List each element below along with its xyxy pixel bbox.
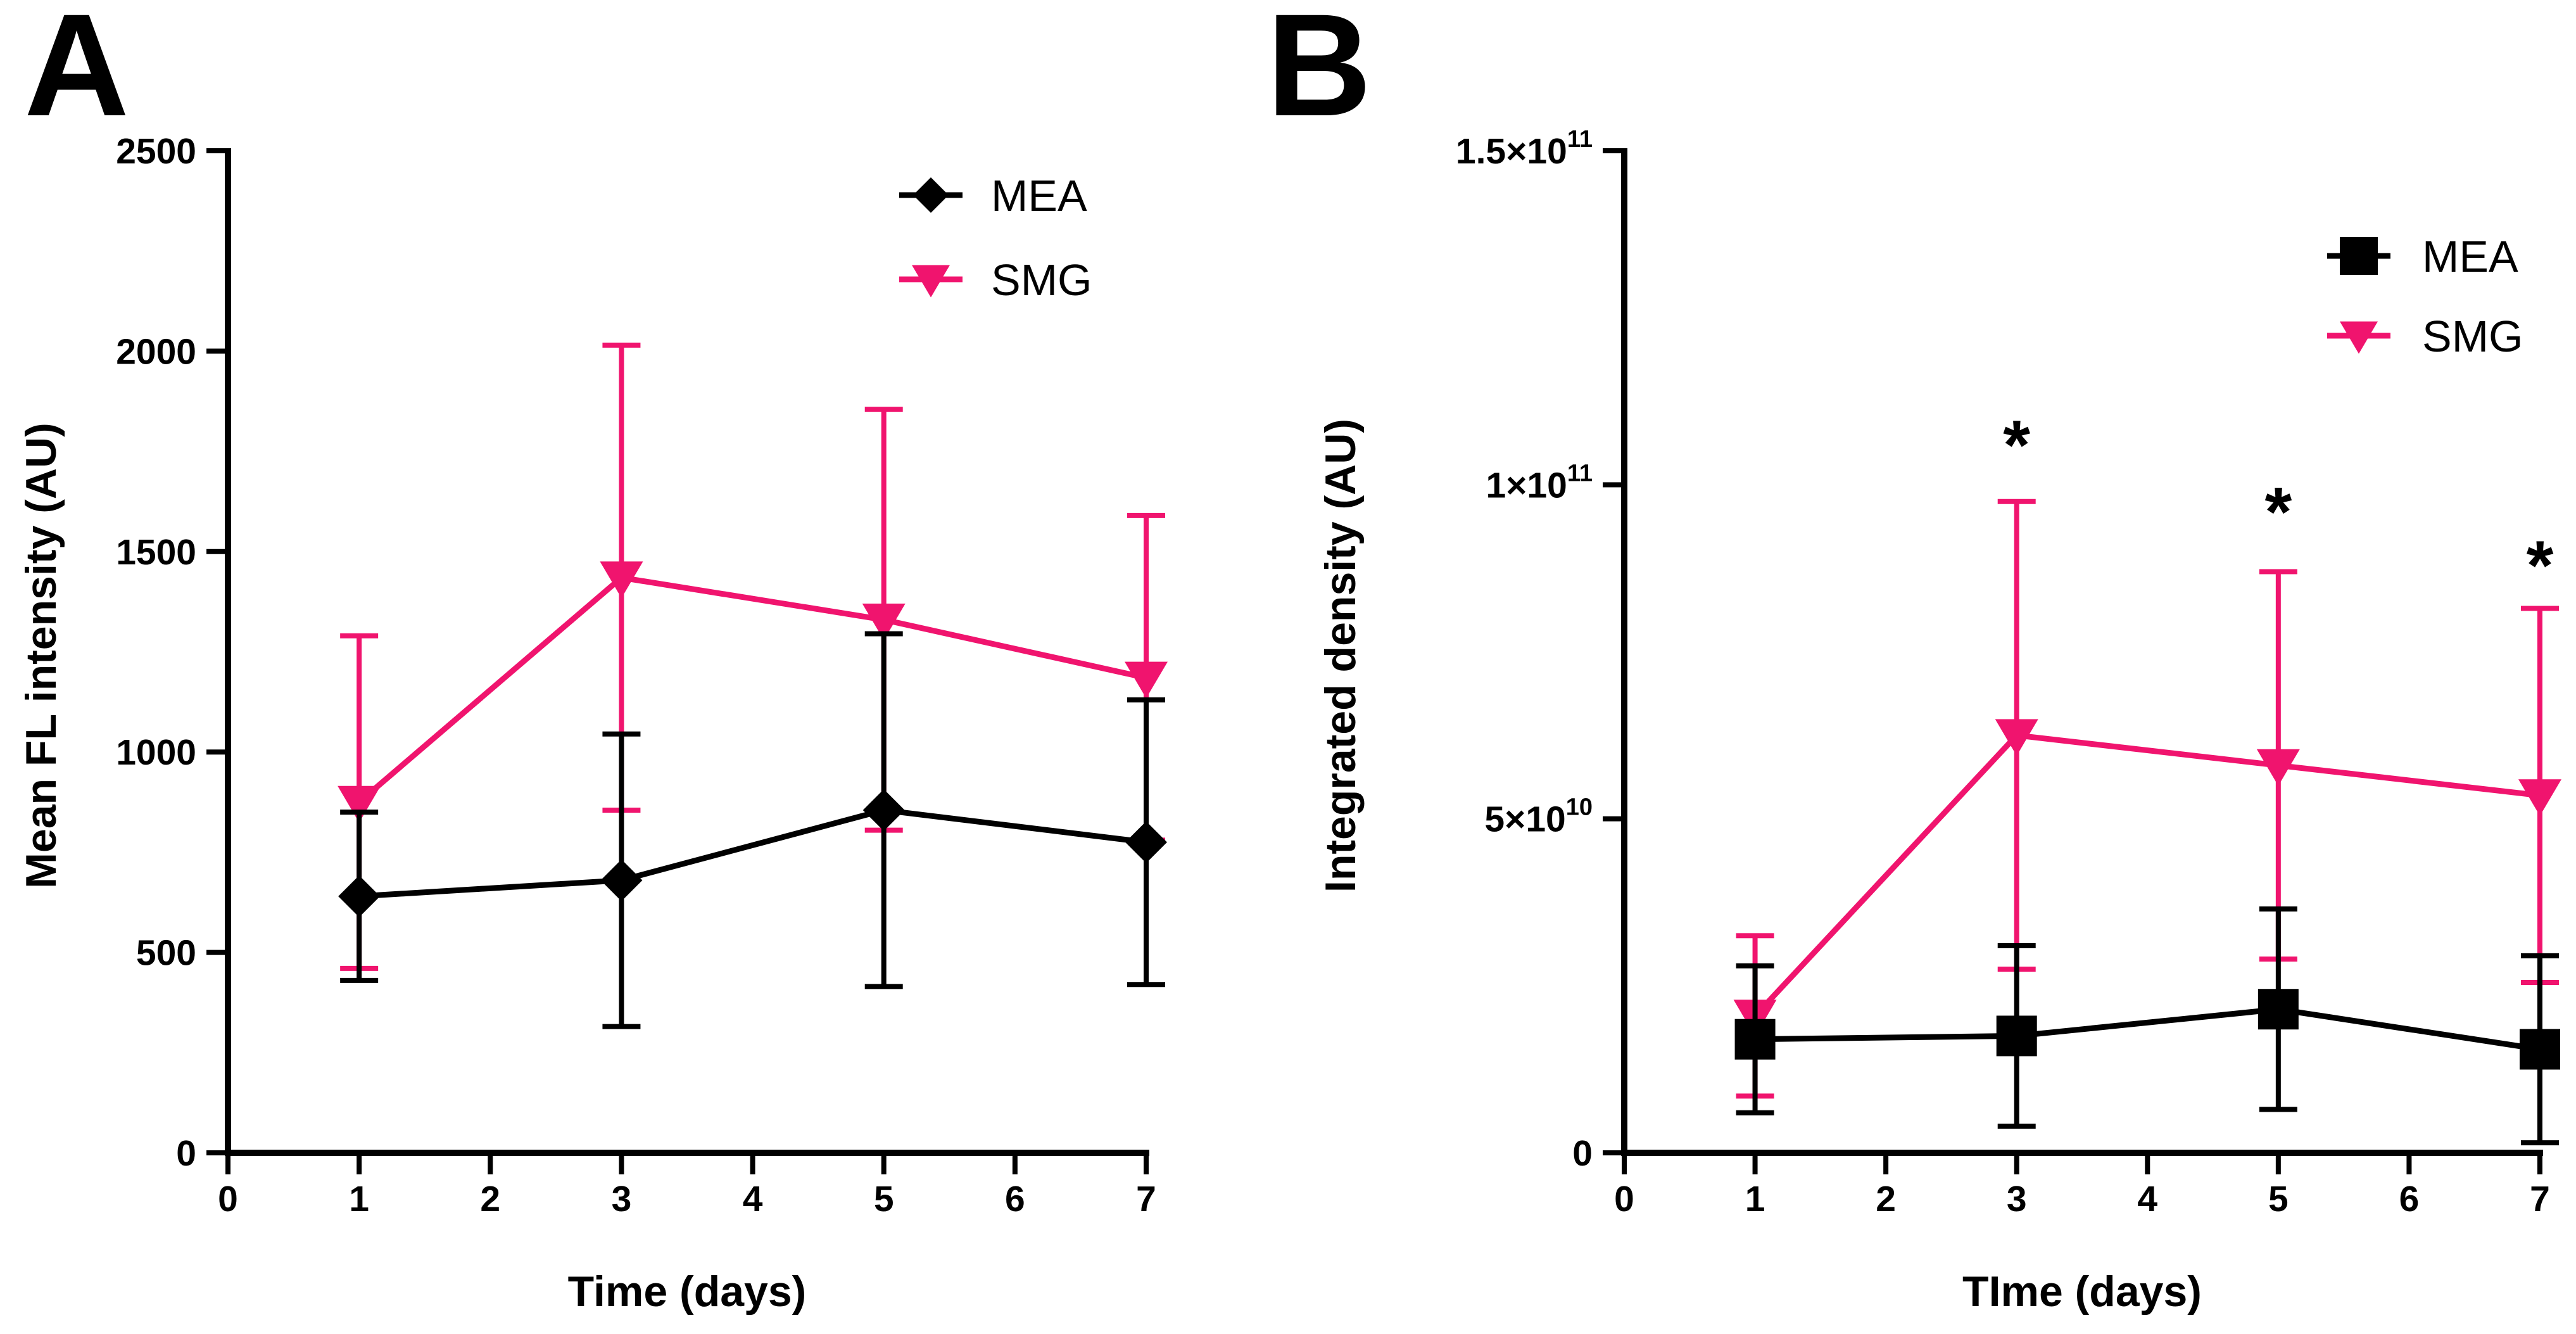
y-tick-label: 1500 — [116, 532, 196, 573]
legend-entry-mea: MEA — [2327, 232, 2518, 281]
x-tick-label: 4 — [743, 1179, 763, 1219]
x-tick-label: 6 — [2399, 1179, 2420, 1219]
series-line — [1755, 1006, 2541, 1052]
legend-label: SMG — [2422, 312, 2523, 361]
significance-star: * — [2003, 406, 2030, 484]
y-tick-label: 0 — [1572, 1133, 1593, 1174]
series-line — [358, 807, 1147, 899]
series-line — [357, 575, 1147, 804]
x-tick-label: 5 — [2268, 1179, 2289, 1219]
panel-letter: B — [1266, 0, 1372, 146]
y-axis-title: Integrated density (AU) — [1316, 419, 1365, 893]
legend-label: MEA — [991, 171, 1087, 220]
series-mea — [1734, 906, 2560, 1146]
significance-star: * — [2527, 526, 2554, 604]
x-tick-label: 2 — [480, 1179, 500, 1219]
data-point — [2520, 1029, 2560, 1070]
legend-marker — [2340, 237, 2378, 275]
x-tick-label: 3 — [612, 1179, 632, 1219]
data-point — [600, 561, 643, 599]
y-tick-label: 500 — [136, 933, 196, 974]
legend-entry-smg: SMG — [2327, 312, 2523, 361]
data-point — [338, 875, 381, 918]
y-tick-label-base: 1.5×10 — [1456, 131, 1567, 172]
data-point — [2257, 989, 2299, 1030]
legend-entry-mea: MEA — [899, 171, 1087, 220]
data-point — [1995, 719, 2038, 756]
y-tick-label: 1×1011 — [1486, 460, 1593, 505]
y-tick-label-exponent: 11 — [1567, 126, 1593, 153]
panel-letter: A — [24, 0, 129, 146]
x-tick-label: 3 — [2007, 1179, 2027, 1219]
x-tick-label: 6 — [1005, 1179, 1025, 1219]
legend-marker — [912, 265, 950, 298]
y-tick-label: 1000 — [116, 732, 196, 773]
y-tick-label-exponent: 10 — [1566, 794, 1593, 821]
x-tick-label: 4 — [2137, 1179, 2157, 1219]
x-tick-label: 7 — [1136, 1179, 1156, 1219]
legend-label: MEA — [2422, 232, 2518, 281]
series-line — [1753, 732, 2541, 1018]
series-smg — [1733, 499, 2561, 1099]
data-point — [862, 789, 905, 831]
y-tick-label: 2000 — [116, 331, 196, 372]
y-tick-label-exponent: 11 — [1567, 460, 1593, 486]
legend-entry-smg: SMG — [899, 255, 1092, 305]
y-tick-label: 5×1010 — [1484, 794, 1593, 840]
x-tick-label: 1 — [1745, 1179, 1765, 1219]
data-point — [1125, 661, 1168, 699]
legend-marker — [2340, 321, 2378, 354]
data-point — [1996, 1015, 2037, 1057]
y-tick-label: 2500 — [116, 131, 196, 172]
x-tick-label: 7 — [2530, 1179, 2550, 1219]
y-tick-label-base: 1×10 — [1486, 465, 1567, 505]
y-tick-label-base: 5×10 — [1484, 799, 1565, 840]
x-tick-label: 5 — [874, 1179, 894, 1219]
x-axis-title: Time (days) — [568, 1267, 807, 1316]
series-smg — [338, 342, 1168, 971]
significance-star: * — [2264, 473, 2292, 551]
x-tick-label: 1 — [349, 1179, 369, 1219]
data-point — [2256, 749, 2300, 786]
x-tick-label: 2 — [1876, 1179, 1896, 1219]
data-point — [2518, 779, 2561, 816]
data-point — [862, 603, 906, 640]
data-point — [338, 785, 381, 823]
y-tick-label: 0 — [176, 1133, 196, 1174]
data-point — [600, 859, 643, 901]
legend-label: SMG — [991, 255, 1092, 305]
x-tick-label: 0 — [1614, 1179, 1634, 1219]
y-tick-label: 1.5×1011 — [1456, 126, 1593, 172]
x-tick-label: 0 — [218, 1179, 238, 1219]
y-tick-label-base: 0 — [1572, 1133, 1593, 1174]
data-point — [1734, 1019, 1776, 1060]
x-axis-title: TIme (days) — [1962, 1267, 2202, 1316]
data-point — [1125, 821, 1167, 863]
legend-marker — [913, 177, 949, 213]
series-mea — [338, 631, 1167, 1029]
y-axis-title: Mean FL intensity (AU) — [17, 422, 65, 888]
panel-a: A 0 1 2 3 4 5 6 7 0 500 1000 1500 2000 2500 Time (days)… — [17, 0, 1168, 1316]
